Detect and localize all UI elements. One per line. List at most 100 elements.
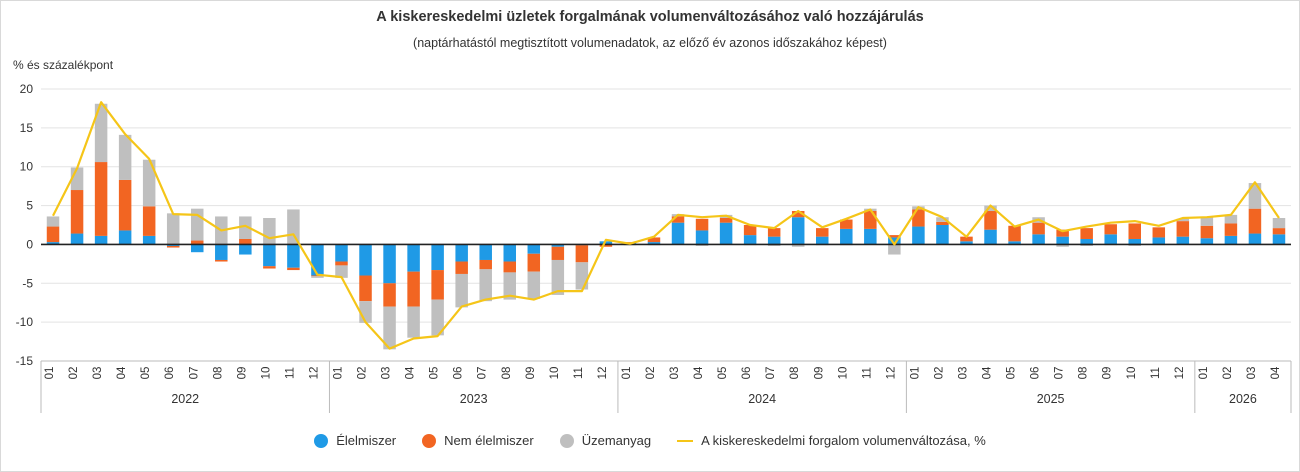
x-tick-label: 01	[621, 367, 633, 380]
bar-uzemanyag	[166, 213, 180, 245]
bar-uzemanyag	[479, 269, 492, 302]
bar-nem-elelmiszer	[960, 236, 973, 242]
y-tick-label: 5	[26, 199, 33, 213]
bar-elelmiszer	[816, 236, 829, 245]
x-tick-label: 02	[68, 367, 80, 380]
bar-uzemanyag	[287, 209, 300, 245]
year-label: 2023	[460, 392, 488, 406]
bar-elelmiszer	[1248, 233, 1262, 245]
bar-elelmiszer	[551, 244, 565, 247]
bar-elelmiszer	[359, 244, 372, 276]
bar-nem-elelmiszer	[1248, 208, 1262, 234]
bar-nem-elelmiszer	[719, 218, 733, 223]
legend-marker-total	[677, 439, 694, 442]
legend-item-nem-elelmiszer[interactable]: Nem élelmiszer	[422, 433, 534, 448]
bar-elelmiszer	[791, 217, 805, 245]
bar-elelmiszer	[864, 228, 877, 245]
legend-item-elelmiszer[interactable]: Élelmiszer	[314, 433, 396, 448]
x-tick-label: 11	[284, 367, 296, 379]
bar-nem-elelmiszer	[1152, 227, 1166, 238]
x-tick-label: 02	[645, 367, 657, 380]
bar-nem-elelmiszer	[455, 261, 468, 274]
bar-nem-elelmiszer	[623, 242, 637, 243]
bar-elelmiszer	[912, 226, 925, 245]
y-tick-label: 0	[26, 237, 33, 251]
legend-label-uzemanyag: Üzemanyag	[581, 433, 652, 448]
x-tick-label: 09	[1102, 367, 1114, 380]
bar-uzemanyag	[191, 208, 204, 241]
y-tick-label: 15	[20, 121, 34, 135]
bar-uzemanyag	[936, 217, 949, 222]
x-tick-label: 05	[140, 367, 152, 380]
bar-elelmiszer	[191, 244, 204, 253]
bar-nem-elelmiszer	[46, 226, 60, 243]
bar-uzemanyag	[263, 218, 276, 245]
bar-elelmiszer	[1176, 236, 1190, 245]
bar-elelmiszer	[936, 225, 949, 245]
x-tick-label: 11	[1150, 367, 1162, 379]
bar-elelmiszer	[407, 244, 420, 272]
bar-nem-elelmiszer	[142, 206, 156, 236]
year-label: 2026	[1229, 392, 1257, 406]
legend-item-uzemanyag[interactable]: Üzemanyag	[559, 433, 652, 448]
bar-uzemanyag	[311, 276, 324, 278]
x-tick-label: 02	[357, 367, 369, 380]
bar-nem-elelmiszer	[527, 253, 541, 272]
bar-nem-elelmiszer	[383, 283, 396, 307]
bar-elelmiszer	[239, 244, 252, 255]
bar-nem-elelmiszer	[215, 259, 228, 262]
bar-elelmiszer	[840, 228, 853, 245]
x-tick-label: 04	[1270, 366, 1282, 379]
bar-nem-elelmiszer	[936, 221, 949, 225]
year-label: 2024	[748, 392, 776, 406]
bar-nem-elelmiszer	[599, 244, 613, 247]
bar-elelmiszer	[743, 235, 757, 245]
series-line-total	[52, 101, 1280, 350]
x-tick-label: 03	[1246, 367, 1258, 380]
bar-nem-elelmiszer	[551, 246, 565, 260]
x-tick-label: 12	[308, 367, 320, 380]
bar-nem-elelmiszer	[407, 271, 420, 307]
bar-uzemanyag	[142, 159, 156, 207]
x-tick-label: 04	[693, 366, 705, 379]
year-label: 2025	[1037, 392, 1065, 406]
bar-nem-elelmiszer	[70, 190, 84, 234]
bar-elelmiszer	[1224, 235, 1238, 245]
x-tick-label: 03	[669, 367, 681, 380]
bar-nem-elelmiszer	[479, 259, 492, 270]
bar-elelmiszer	[647, 242, 661, 245]
x-tick-label: 03	[957, 367, 969, 380]
bar-elelmiszer	[94, 235, 108, 245]
x-tick-label: 09	[813, 367, 825, 380]
bar-nem-elelmiszer	[647, 237, 661, 243]
x-tick-label: 08	[212, 367, 224, 380]
bar-nem-elelmiszer	[1032, 222, 1045, 235]
y-tick-label: -15	[16, 354, 34, 368]
bar-nem-elelmiszer	[431, 270, 444, 300]
bar-nem-elelmiszer	[1272, 228, 1286, 235]
bar-uzemanyag	[383, 306, 396, 350]
bar-nem-elelmiszer	[888, 235, 901, 238]
bar-elelmiszer	[46, 242, 60, 245]
bar-nem-elelmiszer	[1128, 223, 1141, 239]
bar-nem-elelmiszer	[1080, 228, 1093, 239]
bar-elelmiszer	[1272, 234, 1286, 245]
x-tick-label: 06	[1030, 367, 1042, 380]
bar-elelmiszer	[455, 244, 468, 262]
bar-uzemanyag	[551, 259, 565, 295]
bar-uzemanyag	[46, 216, 60, 227]
x-tick-label: 01	[909, 367, 921, 380]
bar-elelmiszer	[599, 241, 613, 245]
x-tick-label: 03	[92, 367, 104, 380]
bar-nem-elelmiszer	[1224, 223, 1238, 236]
bar-uzemanyag	[791, 244, 805, 247]
bar-elelmiszer	[142, 235, 156, 245]
legend-item-total[interactable]: A kiskereskedelmi forgalom volumenváltoz…	[677, 433, 986, 448]
bar-elelmiszer	[263, 244, 276, 267]
bar-uzemanyag	[407, 306, 420, 338]
legend-marker-elelmiszer	[314, 433, 329, 448]
bar-nem-elelmiszer	[671, 216, 685, 223]
x-tick-label: 08	[501, 367, 513, 380]
